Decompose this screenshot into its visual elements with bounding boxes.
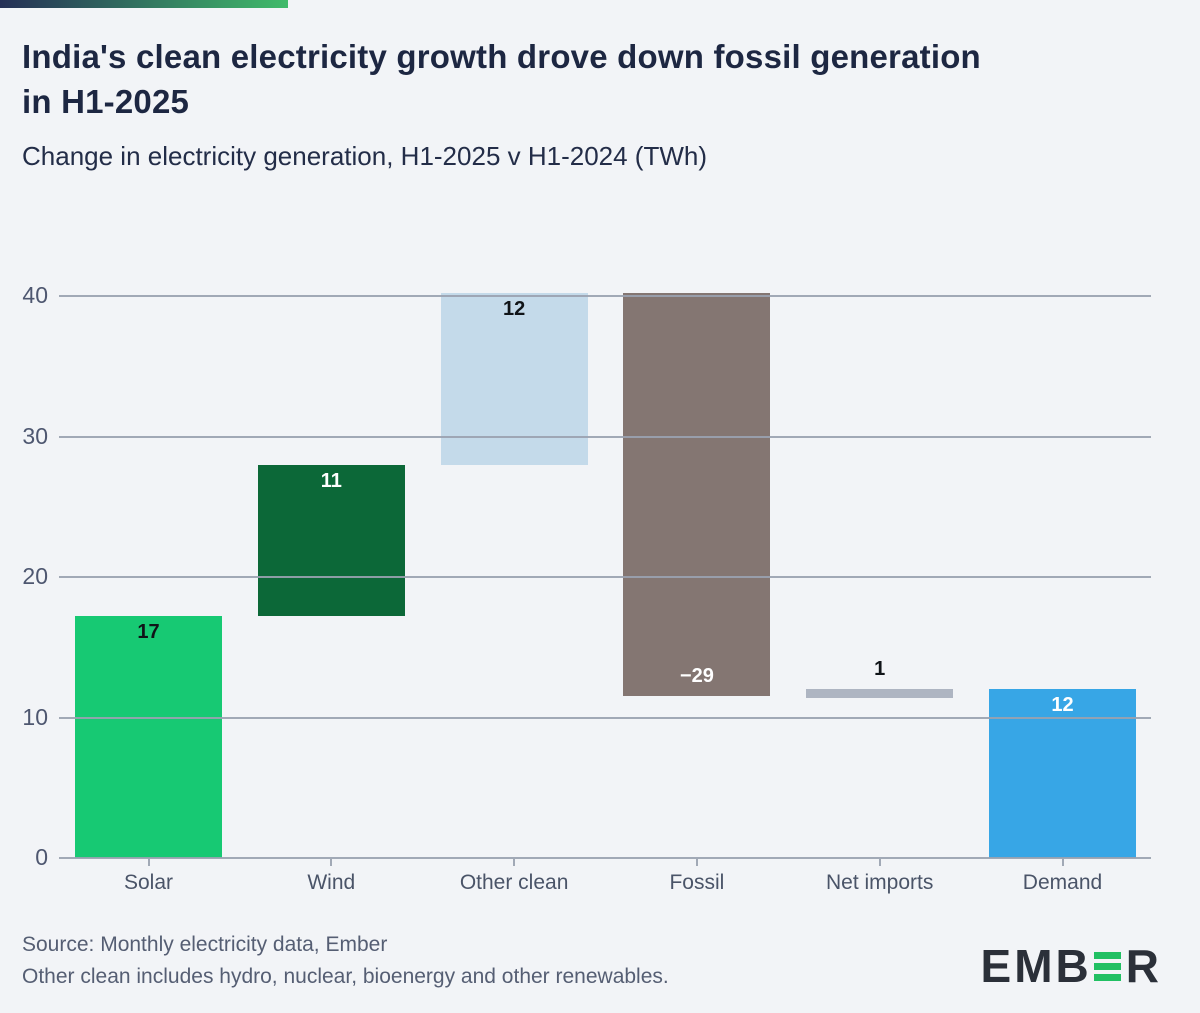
bar-solar bbox=[75, 616, 222, 858]
x-tick-other-clean bbox=[513, 859, 516, 866]
y-axis-label-0: 0 bbox=[35, 844, 48, 870]
gridline-20 bbox=[59, 576, 1151, 578]
x-tick-net-imports bbox=[878, 859, 881, 866]
y-axis-label-10: 10 bbox=[22, 703, 48, 730]
ember-logo: EMB R bbox=[980, 940, 1162, 992]
x-axis-label-wind: Wind bbox=[307, 871, 356, 894]
bar-wind bbox=[257, 464, 405, 617]
page-title: India's clean electricity growth drove d… bbox=[22, 34, 1182, 124]
x-axis-label-demand: Demand bbox=[1022, 871, 1103, 894]
footnote: Other clean includes hydro, nuclear, bio… bbox=[22, 965, 669, 988]
x-axis-label-fossil: Fossil bbox=[669, 871, 725, 894]
gridline-10 bbox=[59, 716, 1151, 719]
y-axis-label-40: 40 bbox=[22, 282, 48, 308]
ember-logo-e-bars-icon bbox=[1093, 950, 1121, 983]
ember-logo-text-r: R bbox=[1125, 940, 1162, 992]
bar-value-label: 11 bbox=[320, 469, 342, 492]
accent-gradient-bar bbox=[0, 0, 288, 8]
bar-value-label: 17 bbox=[137, 621, 160, 644]
bar-value-label: −29 bbox=[679, 665, 714, 688]
x-tick-fossil bbox=[695, 859, 698, 866]
bar-net-imports bbox=[806, 689, 954, 698]
x-tick-solar bbox=[147, 859, 150, 866]
bar-fossil bbox=[623, 293, 771, 697]
ember-logo-text-emb: EMB bbox=[980, 940, 1092, 992]
source-note: Source: Monthly electricity data, Ember bbox=[22, 933, 388, 956]
chart-subtitle: Change in electricity generation, H1-202… bbox=[22, 141, 708, 171]
y-axis-label-20: 20 bbox=[22, 563, 48, 589]
chart-footer: Source: Monthly electricity data, Ember … bbox=[22, 929, 669, 993]
gridline-0 bbox=[59, 857, 1151, 859]
gridline-30 bbox=[59, 435, 1151, 438]
bar-value-label: 1 bbox=[874, 658, 886, 681]
bar-value-label: 12 bbox=[502, 298, 526, 321]
page-title-line2: in H1-2025 bbox=[22, 83, 190, 120]
x-tick-wind bbox=[330, 859, 333, 866]
y-axis-label-30: 30 bbox=[22, 422, 48, 449]
x-axis-label-solar: Solar bbox=[123, 871, 174, 894]
x-tick-demand bbox=[1061, 859, 1064, 866]
x-axis-label-other-clean: Other clean bbox=[459, 871, 569, 894]
gridline-40 bbox=[59, 295, 1151, 297]
x-axis-label-net-imports: Net imports bbox=[826, 871, 934, 894]
page-title-line1: India's clean electricity growth drove d… bbox=[22, 38, 981, 75]
bar-value-label: 12 bbox=[1051, 694, 1074, 717]
